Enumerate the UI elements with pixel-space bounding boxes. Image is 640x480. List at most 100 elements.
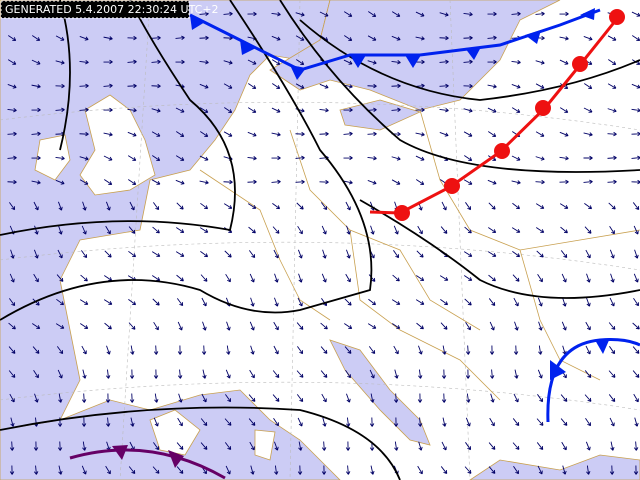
- wind-arrow: [106, 345, 111, 355]
- wind-arrow: [393, 250, 400, 259]
- wind-arrow: [128, 298, 137, 306]
- wind-arrow: [439, 59, 449, 65]
- wind-arrow: [295, 35, 305, 41]
- wind-arrow: [298, 441, 303, 451]
- wind-arrow: [152, 466, 160, 474]
- wind-arrow: [439, 108, 449, 113]
- wind-arrow: [584, 83, 593, 89]
- wind-arrow: [10, 417, 15, 427]
- wind-arrow: [272, 83, 281, 89]
- wind-arrow: [537, 369, 543, 379]
- wind-arrow: [610, 441, 615, 451]
- isobar: [0, 406, 401, 480]
- wind-arrow: [416, 179, 425, 185]
- wind-arrow: [152, 226, 160, 234]
- wind-arrow: [271, 155, 281, 161]
- wind-arrow: [297, 297, 303, 307]
- wind-arrow: [295, 83, 305, 89]
- wind-arrow: [561, 441, 567, 451]
- wind-arrow: [223, 131, 233, 137]
- wind-arrow: [55, 83, 65, 89]
- wind-arrow: [319, 83, 329, 89]
- wind-arrow: [105, 417, 111, 427]
- wind-arrow: [127, 108, 137, 113]
- wind-arrow: [512, 202, 520, 210]
- wind-arrow: [273, 418, 279, 427]
- wind-arrow: [153, 321, 159, 331]
- wind-arrow: [223, 203, 233, 209]
- wind-arrow: [632, 346, 640, 354]
- wind-arrow: [7, 155, 17, 161]
- wind-arrow: [223, 83, 233, 89]
- wind-arrow: [274, 441, 279, 451]
- wind-arrow: [175, 179, 185, 185]
- wind-arrow: [346, 249, 351, 259]
- wind-arrow: [127, 59, 137, 65]
- wind-arrow: [368, 11, 377, 17]
- wind-arrow: [31, 84, 41, 89]
- wind-arrow: [178, 393, 183, 403]
- wind-arrow: [439, 35, 449, 41]
- wind-arrow: [152, 202, 160, 211]
- wind-arrow: [247, 203, 257, 209]
- wind-arrow: [487, 84, 497, 89]
- wind-arrow: [9, 393, 15, 403]
- wind-arrow: [609, 249, 615, 259]
- wind-arrow: [583, 35, 593, 41]
- wind-arrow: [369, 417, 375, 427]
- wind-arrow: [344, 323, 353, 329]
- wind-arrow: [633, 465, 639, 475]
- wind-arrow: [465, 345, 471, 355]
- wind-arrow: [248, 418, 256, 426]
- wind-arrow: [367, 131, 377, 137]
- wind-arrow: [223, 179, 233, 185]
- wind-arrow: [514, 369, 519, 379]
- wind-arrow: [607, 83, 617, 89]
- wind-arrow: [79, 131, 89, 137]
- timestamp: GENERATED 5.4.2007 22:30:24 UTC+2: [5, 3, 219, 16]
- wind-arrow: [586, 297, 591, 307]
- wind-arrow: [320, 346, 328, 354]
- isobar: [279, 0, 640, 173]
- wind-arrow: [297, 249, 303, 259]
- wind-arrow: [608, 370, 616, 378]
- wind-arrow: [559, 179, 569, 185]
- wind-arrow: [128, 179, 137, 185]
- wind-arrow: [441, 393, 447, 403]
- wind-arrow: [343, 107, 353, 113]
- wind-arrow: [487, 251, 497, 257]
- isobar: [359, 199, 640, 299]
- wind-arrow: [151, 251, 161, 257]
- wind-arrow: [367, 35, 377, 41]
- wind-arrow: [226, 321, 231, 331]
- wind-arrow: [7, 131, 17, 137]
- wind-arrow: [81, 345, 87, 355]
- wind-arrow: [271, 35, 281, 41]
- wind-arrow: [223, 60, 233, 65]
- wind-arrow: [559, 59, 569, 65]
- wind-arrow: [610, 273, 615, 283]
- wind-arrow: [33, 369, 39, 379]
- wind-arrow: [343, 155, 353, 161]
- wind-arrow: [105, 393, 111, 403]
- wind-arrow: [153, 345, 159, 355]
- wind-arrow: [271, 107, 281, 113]
- wind-arrow: [609, 346, 616, 355]
- wind-arrow: [7, 83, 17, 89]
- wind-arrows: [7, 11, 640, 475]
- wind-arrow: [9, 273, 15, 283]
- wind-arrow: [607, 35, 617, 41]
- wind-arrow: [153, 369, 159, 379]
- wind-arrow: [129, 201, 135, 211]
- wind-arrow: [511, 83, 521, 89]
- wind-arrow: [176, 227, 185, 233]
- wind-arrow: [487, 35, 497, 41]
- wind-arrow: [488, 466, 496, 474]
- wind-arrow: [343, 59, 353, 65]
- wind-arrow: [8, 298, 16, 307]
- wind-arrow: [370, 393, 375, 403]
- wind-arrow: [82, 201, 87, 211]
- wind-arrow: [273, 321, 279, 331]
- wind-arrow: [418, 441, 423, 451]
- wind-arrow: [394, 441, 399, 451]
